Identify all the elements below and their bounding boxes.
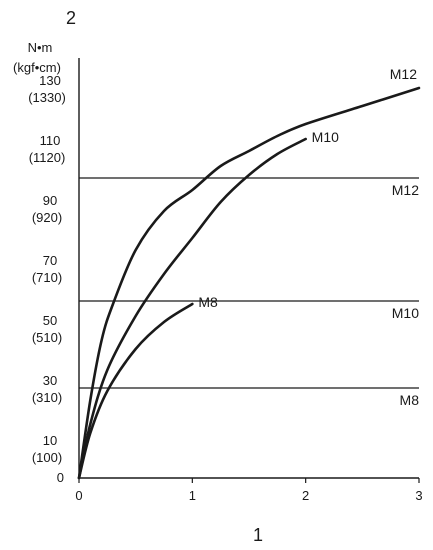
curve-label-m12: M12 [390, 66, 417, 82]
y-tick-sublabel: (310) [32, 390, 62, 405]
curve-label-m10: M10 [312, 129, 339, 145]
reference-line-label-m10: M10 [392, 305, 419, 321]
y-tick-label: 10 [43, 433, 57, 448]
curve-m12 [77, 86, 421, 480]
curve-m8 [77, 302, 194, 480]
y-axis-unit-line2: (kgf•cm) [13, 60, 61, 75]
y-tick-label: 130 [39, 73, 61, 88]
y-axis-number-label: 2 [66, 8, 76, 28]
x-tick-label: 1 [189, 488, 196, 503]
y-tick-sublabel: (100) [32, 450, 62, 465]
reference-line-label-m8: M8 [400, 392, 420, 408]
x-axis-number-label: 1 [253, 525, 263, 545]
y-tick-label: 50 [43, 313, 57, 328]
curve-label-m8: M8 [198, 294, 218, 310]
y-tick-label: 0 [57, 470, 64, 485]
curve-labels: M12 M10 M8 [198, 66, 417, 310]
x-axis-ticks: 0 1 2 3 [75, 478, 423, 503]
y-tick-sublabel: (1330) [28, 90, 66, 105]
x-tick-label: 0 [75, 488, 82, 503]
y-tick-label: 70 [43, 253, 57, 268]
reference-line-label-m12: M12 [392, 182, 419, 198]
y-tick-sublabel: (710) [32, 270, 62, 285]
y-tick-label: 110 [40, 133, 61, 148]
curve-m10 [77, 137, 307, 480]
x-tick-label: 3 [415, 488, 422, 503]
x-tick-label: 2 [302, 488, 309, 503]
torque-curves [77, 86, 421, 480]
y-tick-sublabel: (1120) [29, 150, 66, 165]
y-tick-label: 90 [43, 193, 57, 208]
y-tick-label: 30 [43, 373, 57, 388]
reference-lines: M12 M10 M8 [79, 177, 420, 408]
y-tick-sublabel: (510) [32, 330, 62, 345]
y-tick-sublabel: (920) [32, 210, 62, 225]
y-axis-unit-line1: N•m [28, 40, 53, 55]
y-axis-ticks: 0 10 (100) 30 (310) 50 (510) 70 (710) 90 (920) 110 (… [28, 73, 66, 485]
